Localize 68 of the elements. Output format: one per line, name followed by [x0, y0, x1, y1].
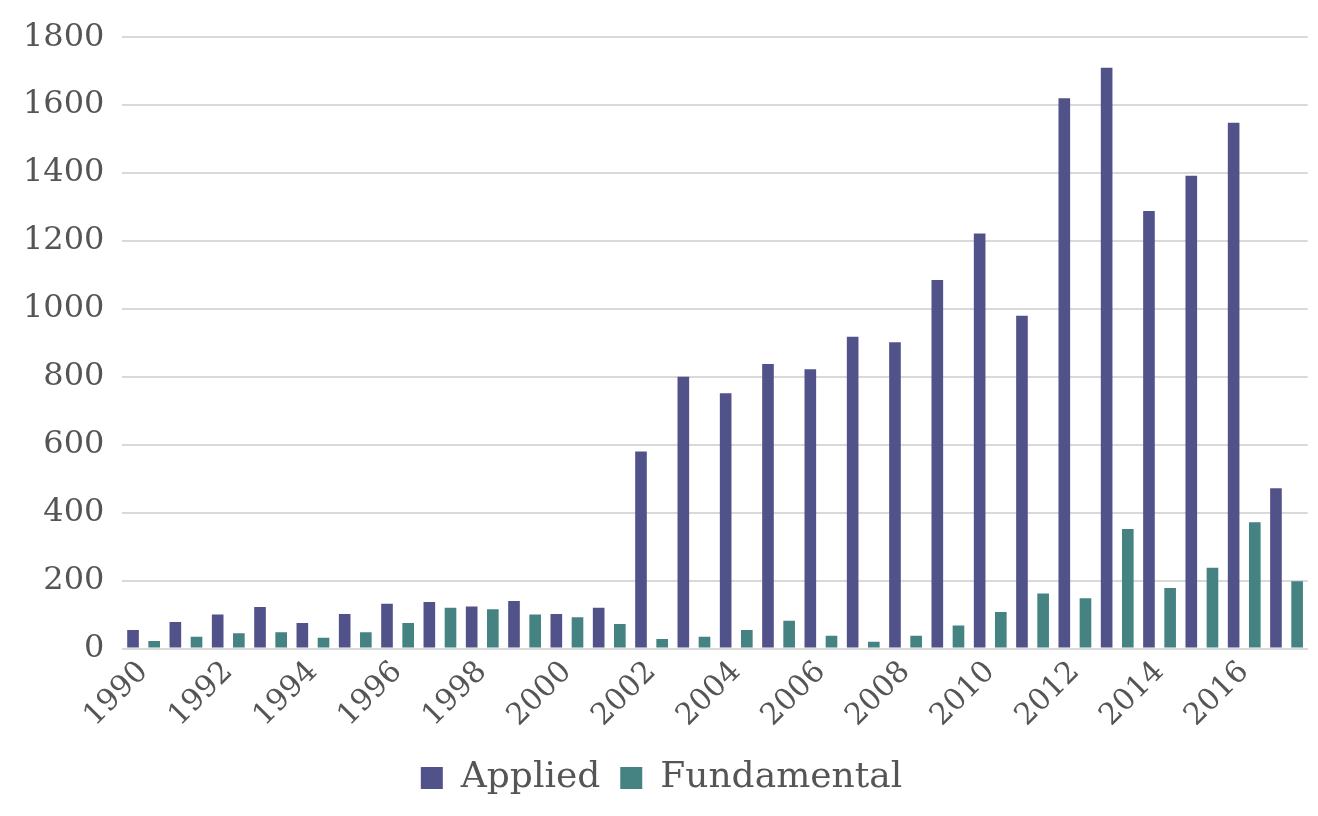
bar	[656, 639, 668, 648]
bar	[1037, 593, 1049, 648]
bar	[1016, 315, 1028, 648]
y-tick-label: 400	[43, 491, 105, 530]
bar	[1270, 488, 1282, 648]
bar	[465, 606, 478, 648]
bar	[550, 613, 563, 648]
bar	[1248, 522, 1261, 648]
bar	[487, 609, 499, 648]
bar	[592, 607, 605, 648]
bar	[317, 637, 330, 648]
bar	[635, 451, 647, 648]
bar	[846, 336, 859, 648]
bar	[1227, 122, 1240, 648]
bar	[296, 623, 309, 648]
y-tick-label: 600	[43, 423, 105, 462]
bar	[211, 614, 224, 648]
bar	[973, 233, 986, 648]
bar	[148, 641, 161, 648]
bar	[994, 611, 1007, 648]
bar	[762, 363, 774, 648]
bar	[402, 623, 414, 648]
bar	[804, 369, 817, 648]
bar	[1164, 588, 1176, 648]
bar	[910, 635, 922, 648]
bar	[889, 342, 901, 648]
legend-label: Fundamental	[660, 754, 903, 796]
y-tick-label: 800	[43, 355, 105, 394]
bar	[698, 636, 711, 648]
bar	[677, 376, 690, 648]
bar	[423, 602, 436, 648]
bar	[233, 633, 245, 648]
bar	[952, 625, 965, 648]
bar	[1100, 67, 1113, 648]
bar	[741, 629, 753, 648]
bar	[719, 393, 732, 648]
y-tick-label: 0	[84, 626, 105, 665]
bar	[444, 607, 457, 648]
bar	[127, 629, 139, 648]
legend-label: Applied	[459, 754, 601, 796]
bar	[360, 632, 372, 648]
bar	[275, 632, 287, 648]
bar	[614, 624, 626, 648]
bar	[508, 601, 520, 648]
bar	[868, 641, 880, 648]
bar	[1206, 567, 1219, 648]
y-tick-label: 1400	[23, 151, 105, 190]
bar	[571, 617, 584, 648]
bar	[529, 614, 541, 648]
bar	[338, 613, 351, 648]
bar	[1079, 598, 1092, 648]
y-tick-label: 1000	[23, 287, 105, 326]
y-tick-label: 1600	[23, 83, 105, 122]
y-tick-label: 1800	[23, 15, 105, 54]
bar	[783, 620, 795, 648]
bar	[190, 636, 203, 648]
bar	[1185, 175, 1198, 648]
y-tick-label: 1200	[23, 219, 105, 258]
bar	[1291, 581, 1303, 648]
bar	[169, 622, 182, 648]
y-tick-label: 200	[43, 558, 105, 597]
bar	[931, 280, 944, 648]
bar	[1121, 529, 1134, 648]
bar	[1058, 98, 1071, 648]
bar	[825, 635, 838, 648]
bar	[381, 603, 393, 648]
bar	[254, 607, 266, 648]
bar	[1143, 211, 1155, 648]
